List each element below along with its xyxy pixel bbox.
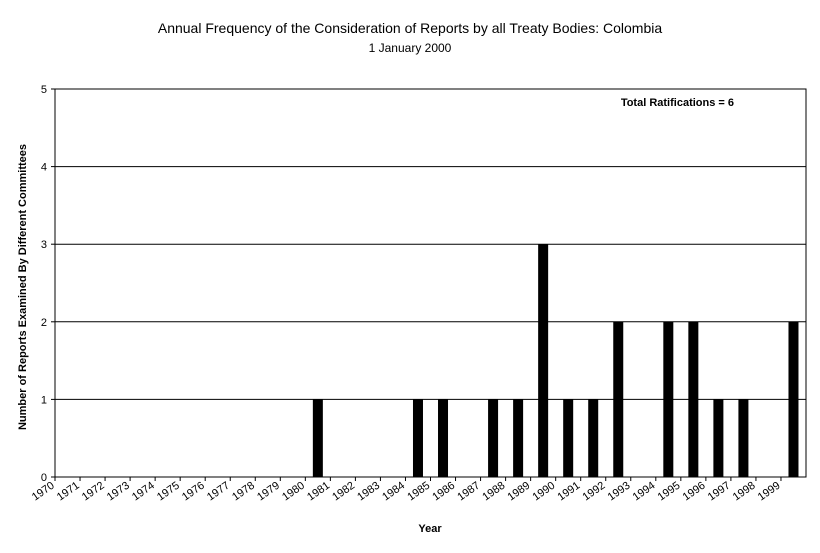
bar-1999 (788, 321, 799, 477)
x-tick-label-1993: 1993 (606, 480, 633, 504)
x-tick-label-1971: 1971 (55, 480, 82, 504)
bar-1985 (438, 399, 449, 477)
bar-1997 (738, 399, 749, 477)
y-tick-label-5: 5 (41, 84, 47, 96)
x-tick-label-1996: 1996 (681, 480, 708, 504)
bar-1992 (613, 321, 624, 477)
x-tick-label-1973: 1973 (105, 480, 132, 504)
y-tick-label-4: 4 (41, 162, 47, 174)
y-tick-label-3: 3 (41, 239, 47, 251)
x-tick-label-1970: 1970 (30, 480, 57, 504)
x-tick-label-1980: 1980 (280, 480, 307, 504)
x-tick-label-1999: 1999 (756, 480, 783, 504)
x-tick-label-1986: 1986 (430, 480, 457, 504)
x-tick-label-1997: 1997 (706, 480, 733, 504)
bar-1990 (563, 399, 574, 477)
bars (312, 244, 799, 477)
chart-title: Annual Frequency of the Consideration of… (158, 20, 662, 36)
x-tick-label-1974: 1974 (130, 480, 157, 504)
x-tick-label-1978: 1978 (230, 480, 257, 504)
bar-1989 (538, 244, 549, 477)
y-axis-label: Number of Reports Examined By Different … (17, 144, 29, 430)
x-tick-label-1991: 1991 (555, 480, 582, 504)
bar-1991 (588, 399, 599, 477)
x-tick-label-1985: 1985 (405, 480, 432, 504)
x-tick-label-1984: 1984 (380, 480, 407, 504)
y-tick-label-2: 2 (41, 317, 47, 329)
y-tick-label-0: 0 (41, 472, 47, 484)
x-tick-label-1979: 1979 (255, 480, 282, 504)
x-tick-label-1975: 1975 (155, 480, 182, 504)
x-axis-ticks: 1970197119721973197419751976197719781979… (30, 477, 783, 504)
y-tick-label-1: 1 (41, 394, 47, 406)
bar-1988 (513, 399, 524, 477)
x-tick-label-1977: 1977 (205, 480, 232, 504)
bar-1995 (688, 321, 699, 477)
x-tick-label-1990: 1990 (530, 480, 557, 504)
chart-subtitle: 1 January 2000 (369, 41, 452, 55)
total-ratifications-annotation: Total Ratifications = 6 (621, 97, 734, 109)
x-tick-label-1981: 1981 (305, 480, 332, 504)
y-axis-ticks: 0 1 2 3 4 5 (41, 84, 55, 484)
x-tick-label-1972: 1972 (80, 480, 107, 504)
x-axis-label: Year (418, 523, 442, 535)
bar-1984 (412, 399, 423, 477)
x-tick-label-1983: 1983 (355, 480, 382, 504)
x-tick-label-1988: 1988 (480, 480, 507, 504)
x-tick-label-1987: 1987 (455, 480, 482, 504)
x-tick-label-1989: 1989 (505, 480, 532, 504)
x-tick-label-1992: 1992 (581, 480, 608, 504)
x-tick-label-1995: 1995 (656, 480, 683, 504)
bar-1996 (713, 399, 724, 477)
bar-1980 (312, 399, 323, 477)
x-tick-label-1998: 1998 (731, 480, 758, 504)
x-tick-label-1976: 1976 (180, 480, 207, 504)
x-tick-label-1982: 1982 (330, 480, 357, 504)
bar-1987 (488, 399, 499, 477)
x-tick-label-1994: 1994 (631, 480, 658, 504)
bar-1994 (663, 321, 674, 477)
gridlines (55, 166, 806, 400)
